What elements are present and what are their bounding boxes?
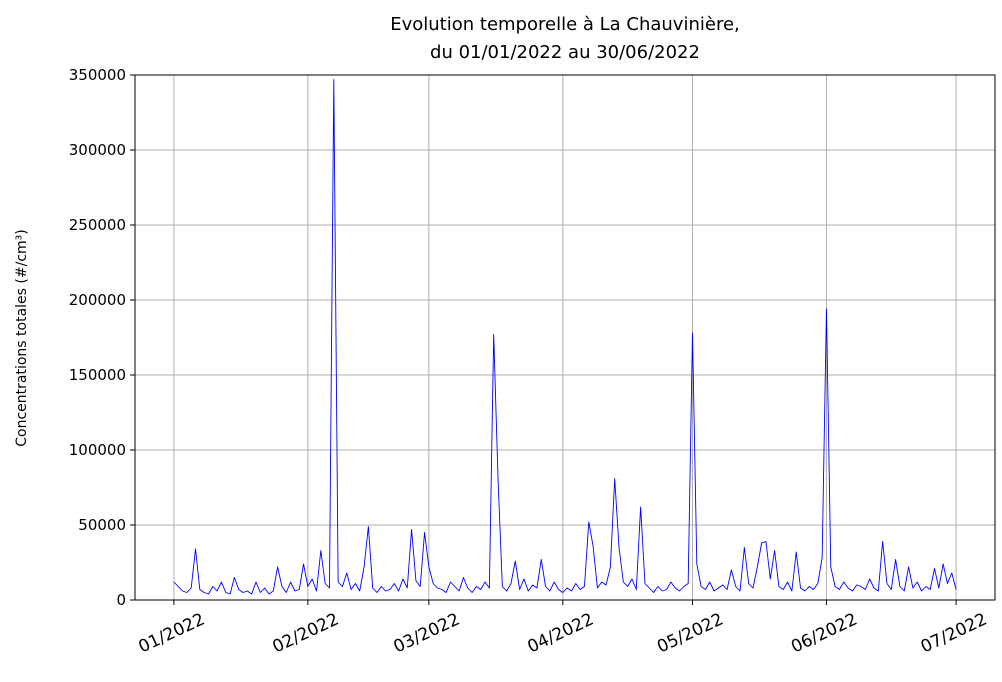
y-axis-label: Concentrations totales (#/cm³) <box>14 229 30 446</box>
y-tick-label: 50000 <box>78 516 126 534</box>
y-tick-label: 0 <box>116 591 126 609</box>
y-tick-label: 150000 <box>69 366 126 384</box>
chart-title: Evolution temporelle à La Chauvinière, <box>390 14 740 35</box>
y-tick-label: 350000 <box>69 66 126 84</box>
y-tick-label: 300000 <box>69 141 126 159</box>
x-tick-label: 02/2022 <box>270 609 342 657</box>
x-tick-label: 07/2022 <box>918 609 990 657</box>
series-line <box>173 79 957 595</box>
y-tick-label: 100000 <box>69 441 126 459</box>
chart-title: du 01/01/2022 au 30/06/2022 <box>430 42 700 63</box>
y-tick-label: 200000 <box>69 291 126 309</box>
x-tick-label: 05/2022 <box>654 609 726 657</box>
y-tick-label: 250000 <box>69 216 126 234</box>
x-tick-label: 04/2022 <box>524 609 596 657</box>
plot-frame <box>134 74 996 601</box>
x-tick-label: 01/2022 <box>136 609 208 657</box>
x-tick-label: 03/2022 <box>391 609 463 657</box>
x-tick-label: 06/2022 <box>788 609 860 657</box>
